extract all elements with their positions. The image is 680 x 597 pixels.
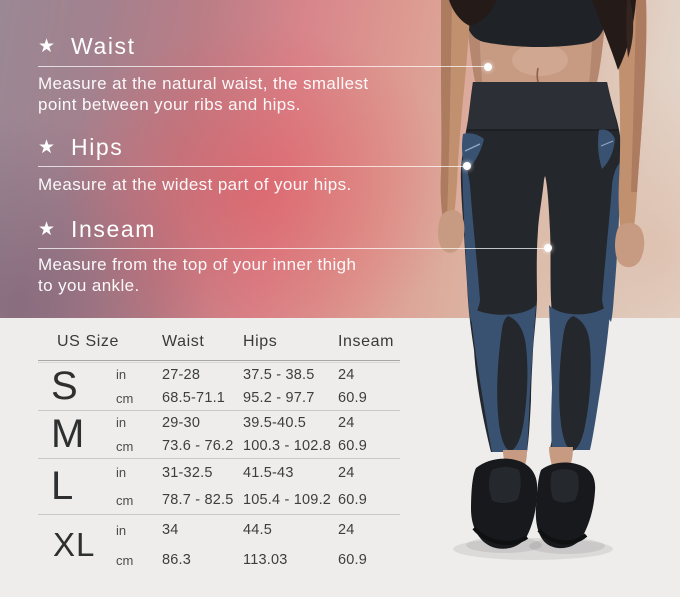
header-waist: Waist: [162, 333, 205, 350]
table-row-xl: XL in 34 44.5 24 cm 86.3 113.03 60.9: [38, 515, 400, 575]
size-cell: XL: [53, 526, 96, 563]
size-table-header: US Size Waist Hips Inseam: [38, 330, 400, 360]
model-left-hand: [438, 210, 465, 253]
table-row-l: L in 31-32.5 41.5-43 24 cm 78.7 - 82.5 1…: [38, 459, 400, 515]
model-shoes: [471, 458, 596, 549]
unit-label: in: [116, 465, 127, 481]
inseam-value: 60.9: [338, 492, 368, 509]
hips-value: 44.5: [243, 522, 273, 538]
inseam-value: 60.9: [338, 552, 368, 568]
inseam-value: 24: [338, 414, 355, 431]
section-title-hips: Hips: [71, 134, 124, 160]
table-row-m: M in 29-30 39.5-40.5 24 cm 73.6 - 76.2 1…: [38, 411, 400, 459]
unit-label: cm: [116, 390, 134, 406]
section-description-waist: Measure at the natural waist, the smalle…: [38, 74, 369, 114]
hips-measure-dot: [463, 162, 471, 170]
section-waist: ★ Waist: [38, 33, 136, 60]
size-cell: M: [51, 412, 86, 456]
waist-value: 31-32.5: [162, 464, 213, 481]
waist-value: 34: [162, 522, 179, 538]
waist-value: 73.6 - 76.2: [162, 438, 234, 455]
size-table: US Size Waist Hips Inseam S in 27-28 37.…: [38, 330, 400, 575]
hips-measure-line: [38, 166, 467, 167]
header-inseam: Inseam: [338, 333, 395, 350]
unit-label: cm: [116, 552, 134, 568]
pocket-zipper: [464, 143, 481, 152]
inseam-measure-line: [38, 248, 548, 249]
waist-value: 29-30: [162, 414, 201, 431]
unit-label: cm: [116, 492, 134, 508]
unit-label: in: [116, 415, 127, 431]
model-arms: [438, 0, 647, 268]
pocket-zipper: [600, 140, 614, 147]
inseam-value: 24: [338, 522, 355, 538]
hips-value: 95.2 - 97.7: [243, 390, 315, 407]
waist-value: 27-28: [162, 366, 201, 383]
header-divider: [38, 360, 400, 363]
hips-value: 37.5 - 38.5: [243, 366, 315, 383]
header-us-size: US Size: [57, 333, 119, 350]
waist-measure-line: [38, 66, 488, 67]
section-title-waist: Waist: [71, 33, 136, 59]
waist-measure-dot: [484, 63, 492, 71]
inseam-value: 24: [338, 464, 355, 481]
unit-label: in: [116, 522, 127, 538]
inseam-value: 24: [338, 366, 355, 383]
star-icon: ★: [38, 219, 56, 240]
unit-label: in: [116, 367, 127, 383]
star-icon: ★: [38, 137, 56, 158]
section-hips: ★ Hips: [38, 134, 123, 161]
section-description-hips: Measure at the widest part of your hips.: [38, 175, 352, 194]
hips-value: 100.3 - 102.8: [243, 438, 332, 455]
section-title-inseam: Inseam: [71, 216, 157, 242]
star-icon: ★: [38, 36, 56, 57]
hips-value: 39.5-40.5: [243, 414, 307, 431]
unit-label: cm: [116, 438, 134, 454]
table-row-s: S in 27-28 37.5 - 38.5 24 cm 68.5-71.1 9…: [38, 363, 400, 411]
model-hair: [449, 0, 636, 70]
inseam-value: 60.9: [338, 390, 368, 407]
waist-value: 78.7 - 82.5: [162, 492, 234, 509]
header-hips: Hips: [243, 333, 278, 350]
hips-value: 105.4 - 109.2: [243, 492, 332, 509]
waist-value: 68.5-71.1: [162, 390, 226, 407]
section-inseam: ★ Inseam: [38, 216, 156, 243]
inseam-measure-dot: [544, 244, 552, 252]
hips-value: 41.5-43: [243, 464, 294, 481]
model-sports-bra: [464, 0, 608, 48]
model-shin-panels: [497, 316, 591, 451]
model-right-hand: [615, 222, 645, 268]
size-cell: L: [51, 464, 75, 508]
section-description-inseam: Measure from the top of your inner thigh…: [38, 255, 357, 295]
waist-value: 86.3: [162, 552, 192, 568]
size-cell: S: [51, 364, 79, 408]
inseam-value: 60.9: [338, 438, 368, 455]
model-waistband: [467, 82, 618, 130]
hips-value: 113.03: [243, 552, 288, 568]
model-navel: [536, 67, 539, 83]
